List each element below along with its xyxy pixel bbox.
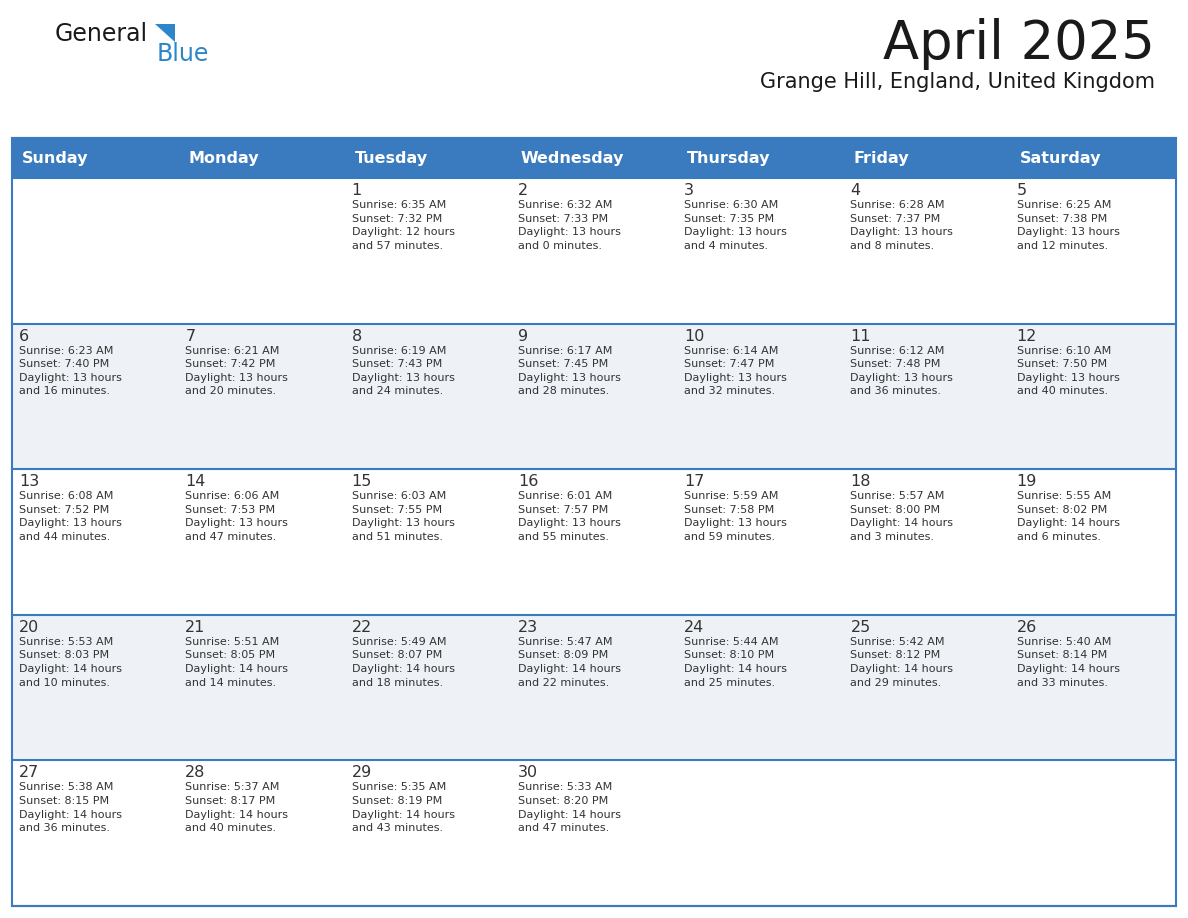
Text: Sunday: Sunday: [23, 151, 88, 165]
Text: Sunrise: 6:30 AM
Sunset: 7:35 PM
Daylight: 13 hours
and 4 minutes.: Sunrise: 6:30 AM Sunset: 7:35 PM Dayligh…: [684, 200, 786, 251]
Text: Sunrise: 5:33 AM
Sunset: 8:20 PM
Daylight: 14 hours
and 47 minutes.: Sunrise: 5:33 AM Sunset: 8:20 PM Dayligh…: [518, 782, 621, 834]
Text: Sunrise: 6:08 AM
Sunset: 7:52 PM
Daylight: 13 hours
and 44 minutes.: Sunrise: 6:08 AM Sunset: 7:52 PM Dayligh…: [19, 491, 122, 542]
Text: 25: 25: [851, 620, 871, 635]
Text: 16: 16: [518, 475, 538, 489]
Text: Sunrise: 5:51 AM
Sunset: 8:05 PM
Daylight: 14 hours
and 14 minutes.: Sunrise: 5:51 AM Sunset: 8:05 PM Dayligh…: [185, 637, 289, 688]
Text: Sunrise: 6:28 AM
Sunset: 7:37 PM
Daylight: 13 hours
and 8 minutes.: Sunrise: 6:28 AM Sunset: 7:37 PM Dayligh…: [851, 200, 953, 251]
Text: Sunrise: 6:10 AM
Sunset: 7:50 PM
Daylight: 13 hours
and 40 minutes.: Sunrise: 6:10 AM Sunset: 7:50 PM Dayligh…: [1017, 345, 1119, 397]
Text: 21: 21: [185, 620, 206, 635]
Text: 8: 8: [352, 329, 362, 343]
Text: 3: 3: [684, 183, 694, 198]
Text: Sunrise: 6:17 AM
Sunset: 7:45 PM
Daylight: 13 hours
and 28 minutes.: Sunrise: 6:17 AM Sunset: 7:45 PM Dayligh…: [518, 345, 621, 397]
Text: 28: 28: [185, 766, 206, 780]
Text: 24: 24: [684, 620, 704, 635]
Text: 26: 26: [1017, 620, 1037, 635]
Text: 20: 20: [19, 620, 39, 635]
Text: 13: 13: [19, 475, 39, 489]
Text: Sunrise: 5:57 AM
Sunset: 8:00 PM
Daylight: 14 hours
and 3 minutes.: Sunrise: 5:57 AM Sunset: 8:00 PM Dayligh…: [851, 491, 954, 542]
Text: Sunrise: 6:35 AM
Sunset: 7:32 PM
Daylight: 12 hours
and 57 minutes.: Sunrise: 6:35 AM Sunset: 7:32 PM Dayligh…: [352, 200, 455, 251]
Text: 4: 4: [851, 183, 860, 198]
Text: Saturday: Saturday: [1019, 151, 1101, 165]
Text: 11: 11: [851, 329, 871, 343]
Text: Sunrise: 6:03 AM
Sunset: 7:55 PM
Daylight: 13 hours
and 51 minutes.: Sunrise: 6:03 AM Sunset: 7:55 PM Dayligh…: [352, 491, 455, 542]
Text: Sunrise: 6:19 AM
Sunset: 7:43 PM
Daylight: 13 hours
and 24 minutes.: Sunrise: 6:19 AM Sunset: 7:43 PM Dayligh…: [352, 345, 455, 397]
Text: 29: 29: [352, 766, 372, 780]
Text: Sunrise: 6:23 AM
Sunset: 7:40 PM
Daylight: 13 hours
and 16 minutes.: Sunrise: 6:23 AM Sunset: 7:40 PM Dayligh…: [19, 345, 122, 397]
Text: Sunrise: 5:38 AM
Sunset: 8:15 PM
Daylight: 14 hours
and 36 minutes.: Sunrise: 5:38 AM Sunset: 8:15 PM Dayligh…: [19, 782, 122, 834]
Text: Sunrise: 6:06 AM
Sunset: 7:53 PM
Daylight: 13 hours
and 47 minutes.: Sunrise: 6:06 AM Sunset: 7:53 PM Dayligh…: [185, 491, 289, 542]
Text: 2: 2: [518, 183, 527, 198]
Text: Thursday: Thursday: [687, 151, 771, 165]
Bar: [12, 615, 1176, 760]
Text: 22: 22: [352, 620, 372, 635]
Bar: [12, 324, 1176, 469]
Text: Sunrise: 5:55 AM
Sunset: 8:02 PM
Daylight: 14 hours
and 6 minutes.: Sunrise: 5:55 AM Sunset: 8:02 PM Dayligh…: [1017, 491, 1120, 542]
Bar: [12, 138, 1176, 178]
Text: Sunrise: 5:59 AM
Sunset: 7:58 PM
Daylight: 13 hours
and 59 minutes.: Sunrise: 5:59 AM Sunset: 7:58 PM Dayligh…: [684, 491, 786, 542]
Text: Sunrise: 5:37 AM
Sunset: 8:17 PM
Daylight: 14 hours
and 40 minutes.: Sunrise: 5:37 AM Sunset: 8:17 PM Dayligh…: [185, 782, 289, 834]
Text: Wednesday: Wednesday: [520, 151, 624, 165]
Text: 30: 30: [518, 766, 538, 780]
Text: Tuesday: Tuesday: [354, 151, 428, 165]
Text: Sunrise: 5:40 AM
Sunset: 8:14 PM
Daylight: 14 hours
and 33 minutes.: Sunrise: 5:40 AM Sunset: 8:14 PM Dayligh…: [1017, 637, 1120, 688]
Text: April 2025: April 2025: [883, 18, 1155, 70]
Text: Sunrise: 6:12 AM
Sunset: 7:48 PM
Daylight: 13 hours
and 36 minutes.: Sunrise: 6:12 AM Sunset: 7:48 PM Dayligh…: [851, 345, 953, 397]
Text: Sunrise: 5:47 AM
Sunset: 8:09 PM
Daylight: 14 hours
and 22 minutes.: Sunrise: 5:47 AM Sunset: 8:09 PM Dayligh…: [518, 637, 621, 688]
Text: Grange Hill, England, United Kingdom: Grange Hill, England, United Kingdom: [760, 72, 1155, 92]
Text: 23: 23: [518, 620, 538, 635]
Text: Sunrise: 5:44 AM
Sunset: 8:10 PM
Daylight: 14 hours
and 25 minutes.: Sunrise: 5:44 AM Sunset: 8:10 PM Dayligh…: [684, 637, 788, 688]
Text: 9: 9: [518, 329, 527, 343]
Text: 18: 18: [851, 475, 871, 489]
Text: 14: 14: [185, 475, 206, 489]
Text: Sunrise: 6:32 AM
Sunset: 7:33 PM
Daylight: 13 hours
and 0 minutes.: Sunrise: 6:32 AM Sunset: 7:33 PM Dayligh…: [518, 200, 621, 251]
Text: Sunrise: 5:42 AM
Sunset: 8:12 PM
Daylight: 14 hours
and 29 minutes.: Sunrise: 5:42 AM Sunset: 8:12 PM Dayligh…: [851, 637, 954, 688]
Text: 12: 12: [1017, 329, 1037, 343]
Text: Sunrise: 6:21 AM
Sunset: 7:42 PM
Daylight: 13 hours
and 20 minutes.: Sunrise: 6:21 AM Sunset: 7:42 PM Dayligh…: [185, 345, 289, 397]
Text: Sunrise: 5:49 AM
Sunset: 8:07 PM
Daylight: 14 hours
and 18 minutes.: Sunrise: 5:49 AM Sunset: 8:07 PM Dayligh…: [352, 637, 455, 688]
Text: Monday: Monday: [188, 151, 259, 165]
Text: Sunrise: 5:53 AM
Sunset: 8:03 PM
Daylight: 14 hours
and 10 minutes.: Sunrise: 5:53 AM Sunset: 8:03 PM Dayligh…: [19, 637, 122, 688]
Text: Sunrise: 6:14 AM
Sunset: 7:47 PM
Daylight: 13 hours
and 32 minutes.: Sunrise: 6:14 AM Sunset: 7:47 PM Dayligh…: [684, 345, 786, 397]
Text: Blue: Blue: [157, 42, 209, 66]
Text: 1: 1: [352, 183, 362, 198]
Text: 15: 15: [352, 475, 372, 489]
Text: General: General: [55, 22, 148, 46]
Text: 6: 6: [19, 329, 30, 343]
Bar: [12, 178, 1176, 324]
Text: 10: 10: [684, 329, 704, 343]
Text: Friday: Friday: [853, 151, 909, 165]
Text: Sunrise: 5:35 AM
Sunset: 8:19 PM
Daylight: 14 hours
and 43 minutes.: Sunrise: 5:35 AM Sunset: 8:19 PM Dayligh…: [352, 782, 455, 834]
Text: 7: 7: [185, 329, 195, 343]
Text: 17: 17: [684, 475, 704, 489]
Text: 27: 27: [19, 766, 39, 780]
Bar: [12, 138, 1176, 906]
Text: 19: 19: [1017, 475, 1037, 489]
Text: Sunrise: 6:25 AM
Sunset: 7:38 PM
Daylight: 13 hours
and 12 minutes.: Sunrise: 6:25 AM Sunset: 7:38 PM Dayligh…: [1017, 200, 1119, 251]
Text: Sunrise: 6:01 AM
Sunset: 7:57 PM
Daylight: 13 hours
and 55 minutes.: Sunrise: 6:01 AM Sunset: 7:57 PM Dayligh…: [518, 491, 621, 542]
Bar: [12, 760, 1176, 906]
Bar: [12, 469, 1176, 615]
Polygon shape: [154, 24, 175, 42]
Text: 5: 5: [1017, 183, 1026, 198]
